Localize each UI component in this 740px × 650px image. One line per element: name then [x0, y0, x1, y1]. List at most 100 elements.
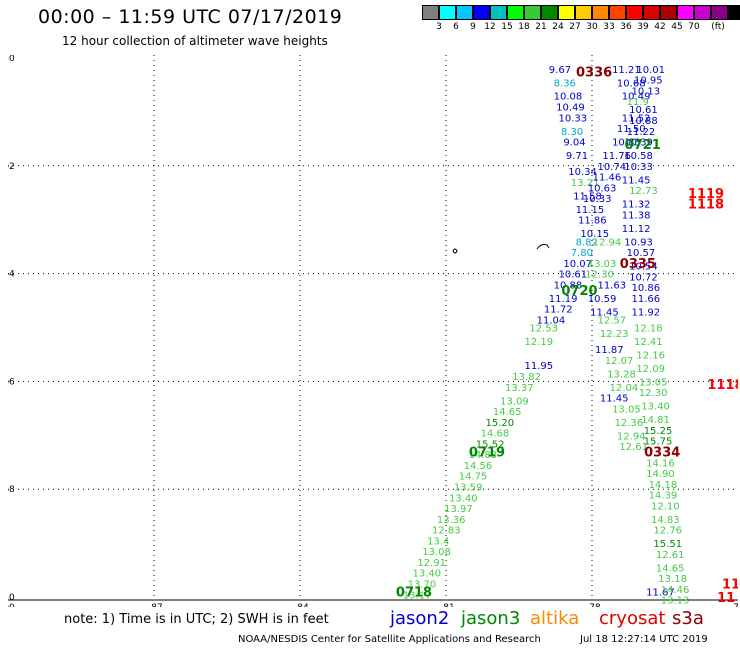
- wave-height-value: 13.40: [641, 402, 670, 413]
- wave-height-value: 13.40: [449, 493, 478, 504]
- wave-height-value: 10.57: [627, 248, 656, 259]
- footer-timestamp: Jul 18 12:27:14 UTC 2019: [580, 634, 708, 645]
- color-scale-label: 21: [535, 22, 547, 32]
- color-scale-label: 36: [620, 22, 632, 32]
- pass-time-label: 0721: [625, 138, 661, 153]
- wave-height-value: 10.93: [624, 237, 653, 248]
- color-scale-swatch: [592, 5, 609, 20]
- pass-time-label: 11: [717, 591, 735, 606]
- color-scale-label: 39: [637, 22, 649, 32]
- wave-height-value: 12.09: [636, 364, 665, 375]
- wave-height-value: 15.52: [476, 439, 505, 450]
- lon-tick-label: -81: [440, 603, 455, 607]
- wave-height-value: 11.45: [600, 394, 629, 405]
- color-scale-swatch: [524, 5, 541, 20]
- wave-height-value: 9.04: [563, 138, 585, 149]
- color-scale-swatch: [694, 5, 711, 20]
- wave-height-value: 8.30: [561, 127, 583, 138]
- lat-tick-label: -40: [8, 593, 15, 603]
- wave-height-value: 10.88: [629, 116, 658, 127]
- pass-time-label: 111: [722, 578, 738, 593]
- page-title: 00:00 – 11:59 UTC 07/17/2019: [38, 6, 343, 28]
- color-scale-label: 30: [586, 22, 598, 32]
- wave-height-value: 7.80: [571, 248, 593, 259]
- pass-time-label: 1118: [707, 378, 738, 393]
- pass-time-label: 1118: [688, 198, 724, 213]
- wave-height-value: 10.49: [556, 103, 585, 114]
- wave-height-value: 10.54: [629, 262, 658, 273]
- wave-height-value: 15.51: [653, 539, 682, 550]
- wave-height-value: 14.83: [651, 515, 680, 526]
- wave-height-value: 14.90: [646, 469, 675, 480]
- wave-height-value: 10.88: [554, 280, 583, 291]
- wave-height-value: 15.75: [644, 437, 673, 448]
- wave-height-value: 13.21: [571, 178, 600, 189]
- wave-height-value: 11.46: [593, 173, 622, 184]
- pass-time-label: 0720: [561, 284, 597, 299]
- lon-tick-label: -78: [586, 603, 601, 607]
- wave-height-value: 11.66: [632, 294, 661, 305]
- wave-height-value: 14.56: [464, 461, 493, 472]
- wave-height-value: 11.52: [622, 113, 651, 124]
- legend-altika: altika: [530, 608, 580, 629]
- pass-time-label: 1119: [688, 187, 724, 202]
- color-scale-label: 45: [671, 22, 683, 32]
- wave-height-value: 13.28: [607, 369, 636, 380]
- wave-height-value: 13.05: [639, 377, 668, 388]
- wave-height-value: 14.83: [469, 450, 498, 461]
- color-scale-unit: (ft): [711, 22, 725, 32]
- wave-height-value: 10.61: [559, 270, 588, 281]
- color-scale-swatch: [473, 5, 490, 20]
- wave-height-value: 12.61: [619, 442, 648, 453]
- wave-height-value: 14.81: [641, 415, 670, 426]
- wave-height-value: 12.07: [605, 356, 634, 367]
- wave-height-value: 10.33: [559, 113, 588, 124]
- wave-height-value: 11.72: [544, 305, 573, 316]
- wave-height-value: 10.68: [617, 78, 646, 89]
- wave-height-value: 12.94: [593, 237, 622, 248]
- wave-height-value: 11.21: [612, 65, 641, 76]
- wave-height-value: 10.83: [612, 138, 641, 149]
- wave-height-value: 12.73: [629, 186, 658, 197]
- legend-jason2: jason2: [390, 608, 450, 629]
- wave-height-value: 10.01: [636, 65, 665, 76]
- wave-height-value: 10.72: [629, 272, 658, 283]
- wave-height-value: 10.39: [624, 138, 653, 149]
- wave-height-value: 11.04: [537, 315, 566, 326]
- wave-height-value: 12.23: [600, 329, 629, 340]
- wave-height-value: 14.16: [646, 458, 675, 469]
- wave-height-value: 11.15: [576, 205, 605, 216]
- pass-time-label: 0336: [576, 65, 612, 80]
- wave-height-value: 11.95: [524, 361, 553, 372]
- wave-height-value: 12.76: [653, 526, 682, 537]
- wave-height-value: 11.67: [646, 588, 675, 599]
- color-scale-swatch: [507, 5, 524, 20]
- wave-height-value: 13.18: [658, 574, 687, 585]
- wave-height-value: 10.58: [624, 151, 653, 162]
- page-subtitle: 12 hour collection of altimeter wave hei…: [62, 34, 328, 48]
- footer-note: note: 1) Time is in UTC; 2) SWH is in fe…: [64, 612, 329, 627]
- legend-cryosat: cryosat: [599, 608, 666, 629]
- color-scale-swatch: [728, 5, 740, 20]
- color-scale-swatch: [422, 5, 439, 20]
- wave-height-value: 12.53: [529, 324, 558, 335]
- wave-height-value: 12.18: [634, 324, 663, 335]
- lat-tick-label: -32: [8, 162, 15, 172]
- color-scale-label: 42: [654, 22, 666, 32]
- lon-tick-label: -87: [148, 603, 163, 607]
- wave-height-value: 11.19: [549, 294, 578, 305]
- wave-height-value: 10.95: [634, 76, 663, 87]
- color-scale-swatch: [626, 5, 643, 20]
- lon-tick-label: -75: [730, 603, 738, 607]
- wave-height-value: 10.34: [568, 167, 597, 178]
- color-scale-swatch: [490, 5, 507, 20]
- wave-height-value: 12.83: [432, 526, 461, 537]
- color-scale-swatch: [541, 5, 558, 20]
- wave-height-value: 11.87: [595, 345, 624, 356]
- wave-height-value: 11.92: [632, 307, 661, 318]
- wave-height-value: 13.59: [454, 483, 483, 494]
- wave-height-value: 14.65: [493, 407, 522, 418]
- wave-height-value: 14.75: [459, 472, 488, 483]
- wave-height-value: 11.22: [627, 127, 656, 138]
